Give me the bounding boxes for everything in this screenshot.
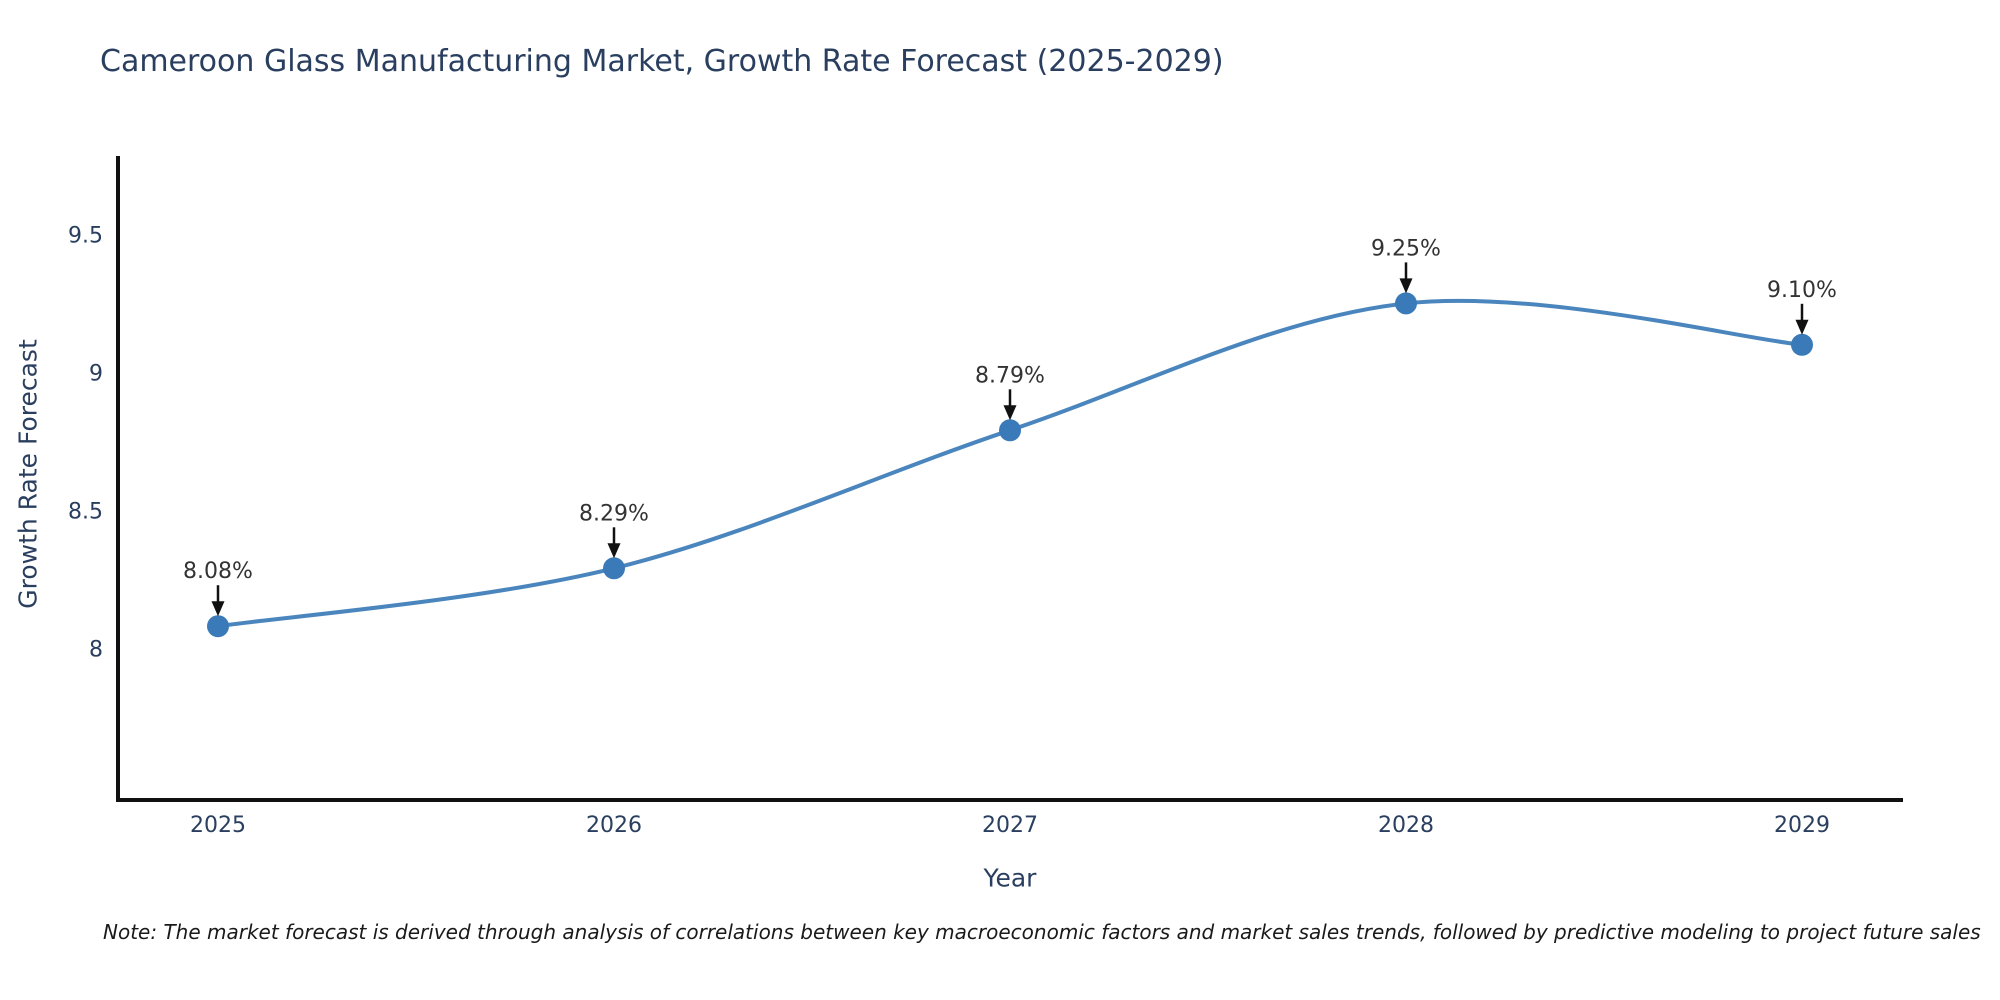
annotation-arrowhead-icon — [211, 601, 225, 617]
y-tick-label: 8 — [89, 637, 103, 662]
chart-title: Cameroon Glass Manufacturing Market, Gro… — [100, 44, 1224, 79]
x-axis-title: Year — [983, 863, 1037, 893]
x-tick-label: 2025 — [190, 813, 246, 838]
point-annotation-label: 8.08% — [183, 559, 253, 584]
data-point-marker[interactable] — [999, 419, 1021, 442]
point-annotation-label: 8.79% — [975, 363, 1045, 388]
data-point-marker[interactable] — [207, 615, 229, 638]
ticks-group: 8 8.5 9 9.5 2025 2026 2027 2028 2029 — [68, 224, 1830, 839]
y-tick-label: 9 — [89, 361, 103, 386]
data-point-marker[interactable] — [603, 557, 625, 580]
series-group — [207, 292, 1813, 638]
y-tick-label: 9.5 — [68, 224, 103, 249]
trend-line — [217, 298, 1803, 629]
annotation-arrowhead-icon — [1399, 278, 1413, 294]
annotation-arrowhead-icon — [607, 543, 621, 559]
annotations-group: 8.08% 8.29% 8.79% 9.25% 9.10% — [183, 236, 1837, 617]
axes-group — [116, 156, 1903, 802]
point-annotation-label: 9.25% — [1371, 236, 1441, 261]
x-tick-label: 2029 — [1774, 813, 1830, 838]
point-annotation-label: 8.29% — [579, 501, 649, 526]
x-tick-label: 2027 — [982, 813, 1038, 838]
x-tick-label: 2028 — [1378, 813, 1434, 838]
y-tick-label: 8.5 — [68, 499, 103, 524]
footnote: Note: The market forecast is derived thr… — [103, 920, 1981, 944]
annotation-arrowhead-icon — [1795, 319, 1809, 335]
annotation-arrowhead-icon — [1003, 405, 1017, 421]
data-point-marker[interactable] — [1791, 333, 1813, 356]
x-tick-label: 2026 — [586, 813, 642, 838]
data-point-marker[interactable] — [1395, 292, 1417, 315]
point-annotation-label: 9.10% — [1767, 278, 1837, 303]
